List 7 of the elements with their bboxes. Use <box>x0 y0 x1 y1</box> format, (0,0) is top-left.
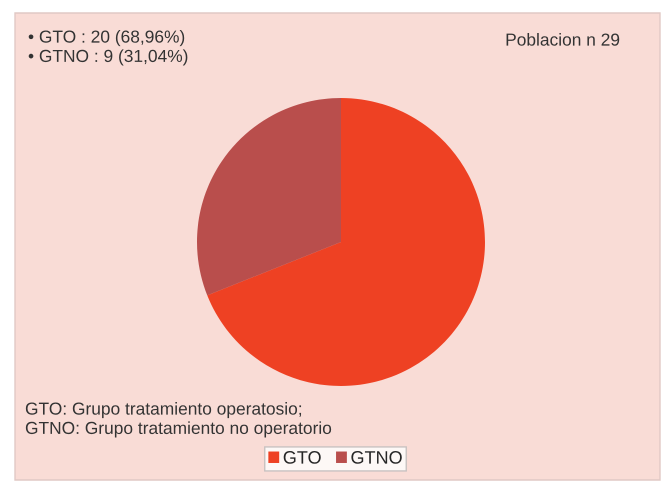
legend-label: GTO <box>284 451 321 464</box>
text: Poblacion n 29 <box>506 33 620 46</box>
text: • GTO : 20 (68,96%) • GTNO : 9 (31,04%) <box>28 30 188 66</box>
pie-slice <box>207 98 485 386</box>
legend-label: GTNO <box>351 451 402 464</box>
text: GTO: Grupo tratamiento operatosio; GTNO: Grupo tratamiento no operatorio <box>26 402 332 438</box>
pie-slice <box>197 98 341 296</box>
